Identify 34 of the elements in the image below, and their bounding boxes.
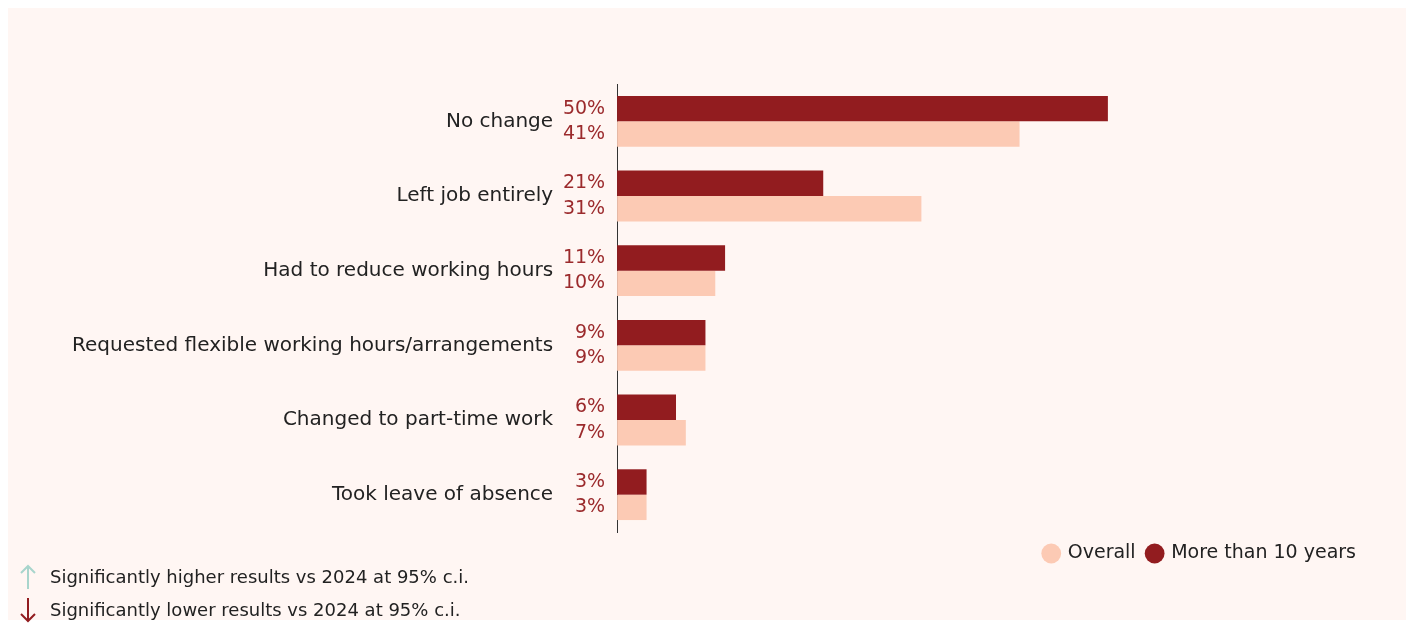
data-label: 6% [574, 394, 606, 417]
y-tick-label: Had to reduce working hours [263, 256, 554, 281]
data-label: 7% [574, 419, 606, 442]
y-tick-label: Left job entirely [396, 182, 554, 207]
bar [617, 245, 726, 271]
y-tick-label: Took leave of absence [330, 480, 554, 505]
text: Significantly lower results vs 2024 at 95% c.i. [50, 598, 461, 622]
data-label: 21% [562, 170, 606, 193]
bar [617, 319, 706, 346]
data-label: 11% [562, 244, 606, 267]
data-label: 50% [562, 95, 606, 118]
y-tick-label: Requested flexible working hours/arrangements [71, 331, 554, 356]
data-label: 31% [562, 195, 606, 218]
data-label: 41% [562, 120, 606, 143]
bar [617, 420, 686, 446]
legend-label: More than 10 years [1171, 540, 1357, 563]
legend-label: Overall [1067, 540, 1136, 563]
bar [617, 394, 677, 420]
text: Significantly higher results vs 2024 at 95% c.i. [50, 565, 469, 589]
y-tick-label: Changed to part-time work [282, 406, 554, 431]
bar [617, 196, 922, 222]
bar [617, 121, 1020, 147]
data-label: 3% [574, 494, 606, 517]
data-label: 9% [574, 319, 606, 342]
data-label: 9% [574, 344, 606, 367]
data-label: 3% [574, 468, 606, 491]
y-tick-label: No change [445, 107, 554, 132]
bar [617, 345, 706, 371]
bar [617, 270, 716, 297]
bar [617, 494, 647, 521]
bar [617, 95, 1108, 122]
bar [617, 170, 824, 196]
bar [617, 469, 647, 495]
data-label: 10% [562, 270, 606, 293]
